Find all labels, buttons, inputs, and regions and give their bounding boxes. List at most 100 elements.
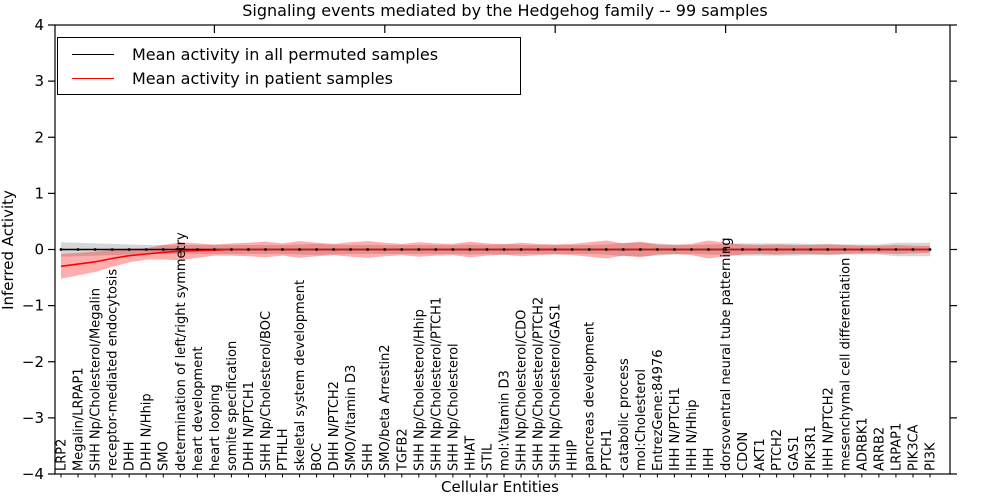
category-label: determination of left/right symmetry [174, 232, 189, 471]
category-label: IHH N/Hhip [685, 400, 700, 472]
category-label: PI3K [924, 442, 939, 471]
marker-dot [502, 248, 506, 251]
marker-dot [485, 248, 489, 251]
marker-dot [638, 248, 642, 251]
y-tick-label: 3 [34, 72, 44, 90]
category-label: PTCH1 [600, 429, 615, 471]
legend-line-sample-patient [72, 77, 114, 79]
marker-dot [315, 248, 318, 251]
marker-dot [792, 248, 796, 251]
marker-dot [76, 248, 80, 251]
series-line-patient [60, 248, 930, 268]
category-label: SHH Np/Cholesterol/Megalin [89, 288, 104, 471]
marker-dot [553, 248, 557, 251]
category-label: GAS1 [787, 436, 802, 472]
marker-dot [655, 248, 659, 251]
marker-dot [707, 248, 710, 251]
category-label: SHH [361, 443, 376, 471]
category-label: ADRBK1 [855, 417, 870, 471]
marker-dot [349, 248, 353, 251]
band-patient [61, 240, 930, 279]
category-label: SHH Np/Cholesterol/Hhip [412, 309, 427, 471]
marker-dot [332, 248, 336, 251]
marker-dot [400, 248, 404, 251]
marker-dot [281, 248, 284, 251]
category-label: DHH N/PTCH1 [242, 381, 257, 471]
marker-dot [860, 248, 864, 251]
marker-dot [911, 248, 915, 251]
marker-dot [621, 248, 625, 251]
y-axis-label: Inferred Activity [0, 190, 17, 310]
marker-dot [264, 248, 267, 251]
legend-entry-permuted: Mean activity in all permuted samples [66, 42, 514, 66]
marker-dot [843, 248, 847, 251]
category-label: Megalin/LRPAP1 [72, 367, 87, 471]
category-label: SHH Np/Cholesterol [446, 343, 461, 471]
category-label: HHIP [566, 440, 581, 471]
y-tick-label: 1 [34, 184, 44, 202]
category-label: SHH Np/Cholesterol/CDO [515, 310, 530, 471]
y-tick-label: −1 [22, 297, 44, 315]
category-label: receptor-mediated endocytosis [106, 269, 121, 471]
category-label: SHH Np/Cholesterol/PTCH2 [532, 297, 547, 471]
marker-dot [434, 248, 438, 251]
y-tick-label: 0 [34, 241, 44, 259]
category-label: somite specification [225, 341, 240, 471]
marker-dot [195, 248, 199, 251]
category-label: EntrezGene:84976 [651, 350, 666, 471]
category-label: ARRB2 [872, 427, 887, 471]
legend-label-permuted: Mean activity in all permuted samples [132, 44, 439, 64]
category-label: SHH Np/Cholesterol/PTCH1 [429, 297, 444, 471]
marker-dot [59, 248, 63, 251]
marker-dot [690, 248, 693, 251]
category-label: LRP2 [55, 439, 70, 471]
marker-dot [724, 248, 727, 251]
category-label: CDON [736, 432, 751, 471]
category-label: LRPAP1 [889, 423, 904, 471]
marker-dot [536, 248, 540, 251]
legend-label-patient: Mean activity in patient samples [132, 68, 393, 88]
marker-dot [144, 248, 148, 251]
chart-title: Signaling events mediated by the Hedgeho… [242, 1, 768, 20]
category-label: SMO/beta Arrestin2 [378, 344, 393, 471]
marker-dot [178, 248, 182, 251]
y-tick-label: −4 [22, 465, 44, 483]
marker-dot [417, 248, 421, 251]
x-axis-label: Cellular Entities [441, 478, 559, 496]
legend-entry-patient: Mean activity in patient samples [66, 66, 514, 90]
category-label: pancreas development [583, 322, 598, 471]
category-label: mol:Vitamin D3 [498, 370, 513, 471]
marker-dot [93, 248, 97, 251]
marker-dot [809, 248, 813, 251]
category-label: DHH N/Hhip [140, 393, 155, 471]
marker-dot [758, 248, 762, 251]
marker-dot [383, 248, 387, 251]
marker-dot [741, 248, 744, 251]
y-tick-label: −2 [22, 353, 44, 371]
category-label: DHH [123, 441, 138, 471]
category-label: catabolic process [617, 358, 632, 471]
marker-dot [451, 248, 455, 251]
marker-dot [247, 248, 250, 251]
marker-dot [775, 248, 779, 251]
marker-dot [127, 248, 131, 251]
category-label: STIL [480, 443, 495, 471]
marker-dot [877, 248, 881, 251]
legend-line-sample-permuted [72, 53, 114, 55]
category-label: mol:Cholesterol [634, 369, 649, 471]
y-tick-label: 4 [34, 16, 44, 34]
marker-dot [212, 248, 216, 251]
category-label: IHH [702, 448, 717, 471]
marker-dot [826, 248, 830, 251]
marker-dot [519, 248, 523, 251]
category-label: SMO [157, 441, 172, 471]
category-label: heart looping [208, 384, 223, 471]
marker-dot [468, 248, 472, 251]
y-tick-label: −3 [22, 409, 44, 427]
y-tick-label: 2 [34, 128, 44, 146]
category-label: BOC [310, 443, 325, 471]
category-label: HHAT [463, 436, 478, 471]
marker-dot [366, 248, 370, 251]
